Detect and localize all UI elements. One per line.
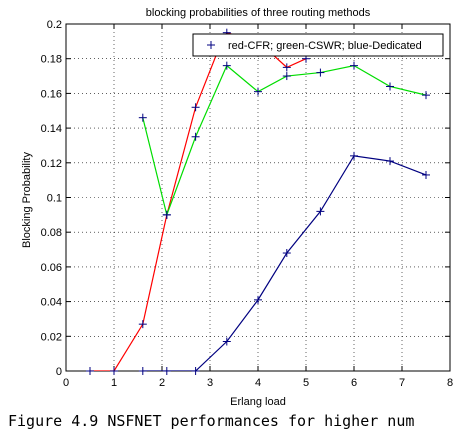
y-tick-label: 0 [56, 366, 62, 378]
data-point [191, 132, 200, 141]
x-tick-label: 0 [63, 377, 69, 389]
x-tick-label: 6 [351, 377, 357, 389]
y-tick-label: 0.02 [41, 331, 62, 343]
y-tick-label: 0.18 [41, 54, 62, 66]
data-point [254, 295, 262, 304]
x-tick-label: 4 [255, 377, 261, 389]
legend-box [192, 33, 444, 57]
y-tick-label: 0.12 [41, 158, 62, 170]
data-point [138, 367, 147, 375]
data-point [86, 367, 94, 375]
y-tick-label: 0.2 [47, 19, 62, 31]
data-point [316, 68, 325, 77]
series-markers [138, 61, 430, 219]
x-tick-label: 2 [159, 377, 165, 389]
grid-lines [66, 24, 450, 371]
series-2 [142, 155, 427, 371]
x-tick-label: 1 [111, 377, 117, 389]
data-point [386, 82, 394, 91]
data-point [282, 249, 291, 258]
series-1 [142, 64, 427, 217]
chart-title: blocking probabilities of three routing … [146, 7, 371, 19]
data-point [316, 207, 325, 216]
data-point [191, 103, 200, 112]
data-point [222, 61, 231, 70]
data-point [422, 170, 430, 179]
data-point [282, 72, 291, 81]
x-tick-label: 3 [207, 377, 213, 389]
data-point [110, 367, 118, 375]
data-point [422, 91, 430, 100]
data-point [138, 113, 147, 122]
data-point [386, 157, 394, 166]
legend: red-CFR; green-CSWR; blue-Dedicated [192, 33, 444, 57]
data-point [350, 61, 358, 70]
axis-ticks: 0 1 2 3 4 5 6 7 8 0 0.02 0.04 0.06 0.08 0.1 0.12 0.14 0.1… [41, 19, 453, 389]
y-tick-label: 0.14 [41, 123, 62, 135]
data-point [222, 337, 231, 346]
data-point [350, 151, 358, 160]
x-tick-label: 5 [303, 377, 309, 389]
data-point [162, 367, 171, 375]
x-tick-label: 7 [399, 377, 405, 389]
data-point [254, 87, 262, 96]
x-tick-label: 8 [447, 377, 453, 389]
y-tick-label: 0.16 [41, 88, 62, 100]
y-tick-label: 0.08 [41, 227, 62, 239]
y-tick-label: 0.04 [41, 297, 62, 309]
y-axis-label: Blocking Probability [21, 152, 33, 248]
data-point [191, 367, 200, 375]
y-tick-label: 0.06 [41, 262, 62, 274]
figure-caption: Figure 4.9 NSFNET performances for highe… [8, 412, 414, 430]
series-line [142, 155, 427, 371]
x-axis-label: Erlang load [230, 396, 286, 408]
series-line [142, 64, 427, 217]
data-point [282, 63, 291, 72]
y-tick-label: 0.1 [47, 193, 62, 205]
legend-marker [207, 41, 215, 49]
data-point [162, 210, 171, 219]
legend-label: red-CFR; green-CSWR; blue-Dedicated [228, 40, 422, 52]
data-point [138, 320, 147, 329]
series-markers [138, 151, 430, 375]
